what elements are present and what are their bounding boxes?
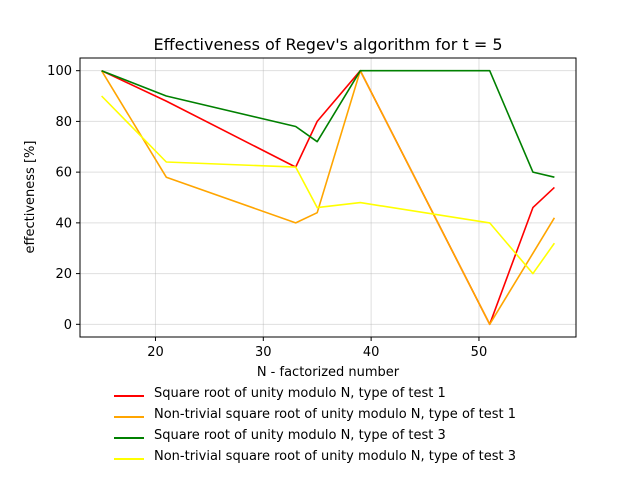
legend-item: Non-trivial square root of unity modulo …: [102, 405, 562, 426]
y-tick-label: 80: [55, 115, 72, 130]
legend-swatch: [114, 437, 144, 439]
legend-item: Square root of unity modulo N, type of t…: [102, 384, 562, 405]
legend-item: Non-trivial square root of unity modulo …: [102, 447, 562, 468]
series-line: [101, 69, 555, 326]
y-tick-label: 40: [55, 216, 72, 231]
x-tick-label: 50: [471, 345, 488, 360]
x-axis-label: N - factorized number: [257, 365, 400, 380]
y-tick-label: 60: [55, 166, 72, 181]
legend-label: Square root of unity modulo N, type of t…: [154, 386, 446, 401]
series-line: [101, 95, 556, 275]
axis-ticks: 20 30 40 50 0 20 40 60 80 100: [47, 64, 487, 360]
grid: [80, 58, 576, 337]
legend-swatch: [114, 416, 144, 418]
legend-swatch: [114, 458, 144, 460]
legend-swatch: [114, 395, 144, 397]
legend-label: Square root of unity modulo N, type of t…: [154, 428, 446, 443]
plot-area-frame: [79, 57, 577, 338]
series-line: [101, 69, 555, 178]
y-tick-label: 0: [64, 318, 72, 333]
x-tick-label: 40: [363, 345, 380, 360]
x-tick-label: 30: [255, 345, 272, 360]
legend: Square root of unity modulo N, type of t…: [102, 384, 562, 468]
legend-item: Square root of unity modulo N, type of t…: [102, 426, 562, 447]
y-axis-label: effectiveness [%]: [23, 141, 38, 254]
legend-label: Non-trivial square root of unity modulo …: [154, 449, 516, 464]
legend-label: Non-trivial square root of unity modulo …: [154, 407, 516, 422]
y-tick-label: 100: [47, 64, 72, 79]
x-tick-label: 20: [147, 345, 164, 360]
chart-title: Effectiveness of Regev's algorithm for t…: [153, 35, 502, 54]
y-tick-label: 20: [55, 267, 72, 282]
series-lines: [100, 69, 556, 326]
